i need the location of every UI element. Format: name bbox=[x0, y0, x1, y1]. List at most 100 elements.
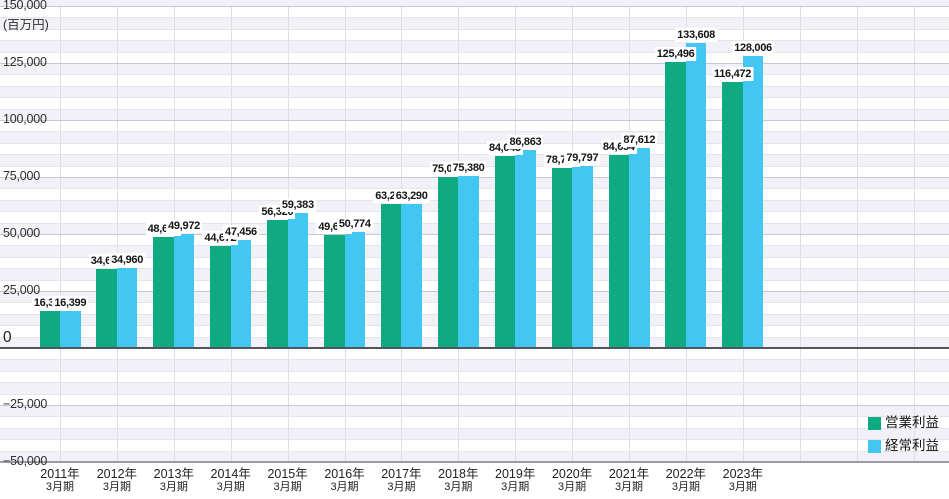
bar-operating-profit bbox=[437, 176, 459, 348]
grid-major-line bbox=[0, 120, 949, 121]
x-tick-year: 2020年 bbox=[551, 467, 593, 481]
legend-swatch-green bbox=[868, 416, 881, 430]
bar-ordinary-profit bbox=[685, 43, 707, 348]
grid-band bbox=[0, 359, 949, 371]
x-tick-label: 2019年 3月期 bbox=[495, 467, 535, 494]
bar-operating-profit bbox=[210, 246, 231, 348]
x-tick-label: 2016年 3月期 bbox=[324, 467, 364, 494]
x-tick-year: 2014年 bbox=[210, 467, 251, 481]
grid-band bbox=[0, 131, 949, 143]
x-tick-year: 2022年 bbox=[665, 467, 707, 481]
x-tick-label: 2015年 3月期 bbox=[267, 467, 307, 494]
value-label: 16,399 bbox=[52, 295, 89, 310]
x-tick-term: 3月期 bbox=[558, 481, 587, 493]
x-tick-term: 3月期 bbox=[216, 481, 245, 493]
bar-operating-profit bbox=[722, 82, 743, 348]
grid-band bbox=[0, 405, 949, 417]
grid-minor-line bbox=[0, 382, 949, 384]
grid-minor-line bbox=[0, 40, 949, 42]
value-label: 75,380 bbox=[450, 161, 487, 176]
bar-ordinary-profit bbox=[230, 239, 252, 348]
y-tick-label: 75,000 bbox=[3, 169, 41, 183]
grid-minor-line bbox=[0, 370, 949, 372]
y-tick-label: 125,000 bbox=[3, 55, 47, 69]
grid-minor-line bbox=[0, 97, 949, 99]
y-tick-label: −50,000 bbox=[3, 454, 48, 468]
bar-operating-profit bbox=[39, 310, 60, 348]
value-label: 47,456 bbox=[223, 224, 259, 239]
grid-minor-line bbox=[0, 51, 949, 53]
bar-ordinary-profit bbox=[287, 212, 309, 348]
grid-minor-line bbox=[0, 108, 949, 110]
x-tick-year: 2017年 bbox=[381, 467, 422, 481]
x-tick-year: 2021年 bbox=[608, 467, 650, 481]
grid-band bbox=[0, 74, 949, 86]
value-label: 50,774 bbox=[336, 217, 373, 232]
grid-band bbox=[0, 154, 949, 166]
x-tick-year: 2011年 bbox=[40, 467, 80, 481]
value-label: 125,496 bbox=[654, 46, 697, 61]
legend-label: 経常利益 bbox=[885, 438, 939, 453]
bar-operating-profit bbox=[551, 168, 573, 348]
bar-operating-profit bbox=[608, 154, 629, 348]
x-tick-year: 2015年 bbox=[267, 467, 308, 481]
grid-band bbox=[0, 97, 949, 109]
legend-swatch-cyan bbox=[868, 439, 881, 453]
x-tick-year: 2013年 bbox=[153, 467, 194, 481]
legend-label: 営業利益 bbox=[885, 415, 939, 430]
x-tick-label: 2020年 3月期 bbox=[552, 467, 592, 494]
grid-minor-line bbox=[0, 359, 949, 361]
grid-band bbox=[0, 382, 949, 394]
bar-ordinary-profit bbox=[401, 203, 422, 348]
grid-band bbox=[0, 108, 949, 120]
x-tick-term: 3月期 bbox=[387, 481, 416, 493]
grid-minor-line bbox=[0, 142, 949, 144]
value-label: 86,863 bbox=[507, 134, 544, 149]
grid-major-line bbox=[0, 6, 949, 7]
grid-band bbox=[0, 40, 949, 52]
bar-ordinary-profit bbox=[458, 176, 479, 348]
bar-ordinary-profit bbox=[515, 149, 536, 348]
grid-band bbox=[0, 51, 949, 63]
y-tick-label: 0 bbox=[3, 329, 12, 346]
bar-ordinary-profit bbox=[742, 56, 764, 348]
x-tick-label: 2023年 3月期 bbox=[723, 467, 763, 494]
legend-item-ordinary-profit: 経常利益 bbox=[868, 439, 939, 453]
x-tick-label: 2012年 3月期 bbox=[97, 467, 137, 494]
grid-band bbox=[0, 6, 949, 18]
value-label: 87,612 bbox=[621, 133, 658, 148]
x-tick-term: 3月期 bbox=[45, 481, 75, 493]
x-tick-label: 2017年 3月期 bbox=[381, 467, 421, 494]
y-axis-unit-label: (百万円) bbox=[3, 18, 49, 32]
x-tick-term: 3月期 bbox=[273, 481, 302, 493]
grid-minor-line bbox=[0, 393, 949, 395]
y-tick-label: 25,000 bbox=[3, 283, 41, 297]
grid-minor-line bbox=[0, 131, 949, 133]
y-tick-label: 100,000 bbox=[3, 112, 47, 126]
value-label: 133,608 bbox=[675, 28, 717, 43]
x-tick-year: 2023年 bbox=[722, 467, 763, 481]
bar-ordinary-profit bbox=[572, 166, 593, 348]
grid-minor-line bbox=[0, 17, 949, 19]
x-tick-term: 3月期 bbox=[614, 481, 644, 493]
grid-major-line bbox=[0, 63, 949, 64]
x-tick-term: 3月期 bbox=[728, 481, 757, 493]
x-tick-term: 3月期 bbox=[501, 481, 530, 493]
x-tick-label: 2014年 3月期 bbox=[211, 467, 251, 494]
grid-minor-line bbox=[0, 427, 949, 429]
grid-major-line bbox=[0, 405, 949, 406]
value-label: 79,797 bbox=[564, 151, 601, 166]
bar-operating-profit bbox=[324, 234, 345, 348]
x-tick-label: 2022年 3月期 bbox=[666, 467, 706, 494]
grid-minor-line bbox=[0, 154, 949, 156]
bar-operating-profit bbox=[153, 237, 174, 348]
bar-operating-profit bbox=[380, 203, 402, 348]
grid-band bbox=[0, 0, 949, 6]
grid-band bbox=[0, 393, 949, 405]
grid-band bbox=[0, 142, 949, 155]
grid-band bbox=[0, 120, 949, 132]
bar-ordinary-profit bbox=[344, 232, 365, 348]
bar-operating-profit bbox=[267, 219, 288, 348]
grid-minor-line bbox=[0, 74, 949, 76]
